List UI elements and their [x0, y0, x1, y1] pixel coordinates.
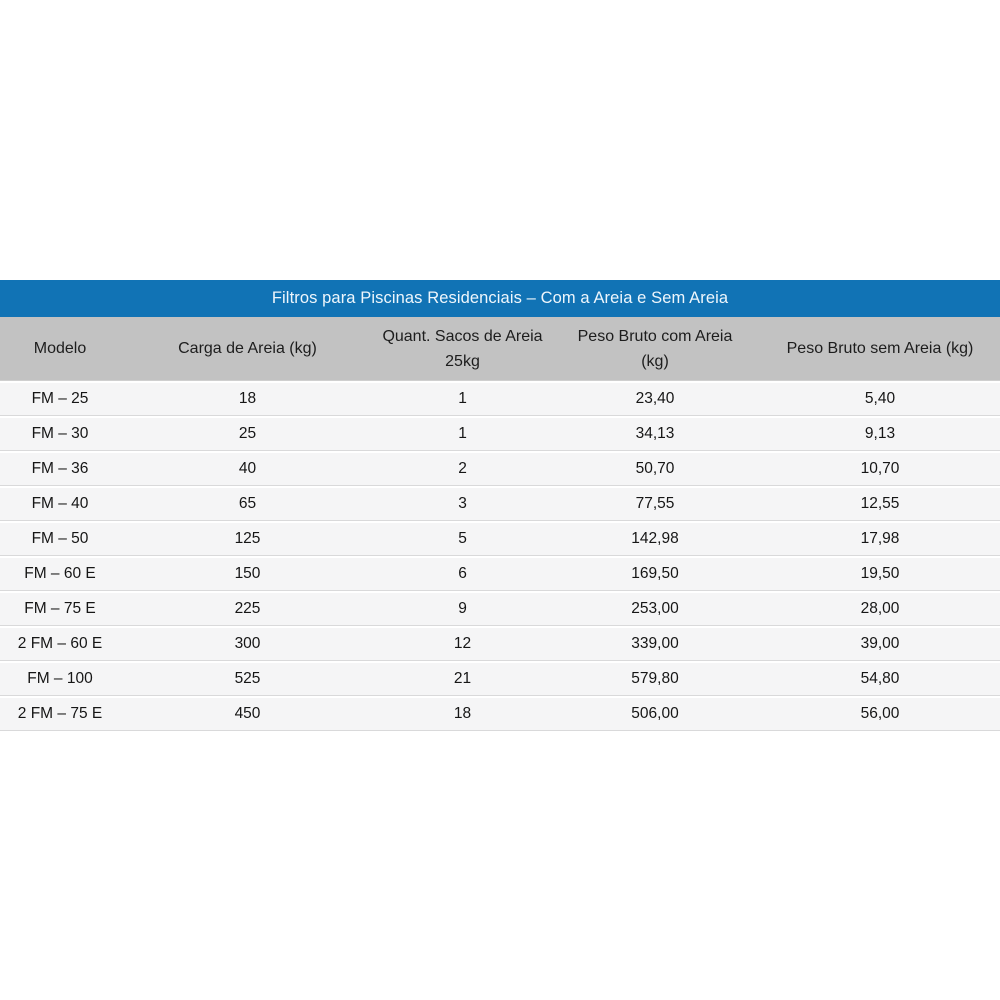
cell-sacos: 1 — [375, 381, 550, 416]
table-title: Filtros para Piscinas Residenciais – Com… — [271, 289, 729, 307]
cell-peso-sem: 17,98 — [760, 521, 1000, 556]
column-header-peso-bruto-sem: Peso Bruto sem Areia (kg) — [760, 317, 1000, 381]
cell-peso-com: 506,00 — [550, 696, 760, 731]
cell-model: 2 FM – 75 E — [0, 696, 120, 731]
cell-peso-sem: 39,00 — [760, 626, 1000, 661]
table-row: FM – 100 525 21 579,80 54,80 — [0, 661, 1000, 696]
column-header-label: Peso Bruto com Areia — [577, 327, 733, 345]
cell-sacos: 6 — [375, 556, 550, 591]
cell-peso-com: 253,00 — [550, 591, 760, 626]
column-header-label: Peso Bruto sem Areia (kg) — [786, 340, 974, 357]
cell-peso-com: 579,80 — [550, 661, 760, 696]
cell-carga: 18 — [120, 381, 375, 416]
cell-peso-sem: 9,13 — [760, 416, 1000, 451]
cell-model: FM – 40 — [0, 486, 120, 521]
cell-model: 2 FM – 60 E — [0, 626, 120, 661]
table-row: FM – 25 18 1 23,40 5,40 — [0, 381, 1000, 416]
column-header-label: Modelo — [33, 340, 87, 357]
table-row: FM – 60 E 150 6 169,50 19,50 — [0, 556, 1000, 591]
column-header-label: Quant. Sacos de Areia — [382, 327, 543, 345]
column-header-label-line2: 25kg — [445, 352, 480, 370]
cell-peso-sem: 5,40 — [760, 381, 1000, 416]
cell-model: FM – 25 — [0, 381, 120, 416]
cell-sacos: 5 — [375, 521, 550, 556]
cell-carga: 40 — [120, 451, 375, 486]
cell-carga: 65 — [120, 486, 375, 521]
table-title-bar: Filtros para Piscinas Residenciais – Com… — [0, 280, 1000, 317]
table-row: 2 FM – 75 E 450 18 506,00 56,00 — [0, 696, 1000, 731]
table-row: FM – 50 125 5 142,98 17,98 — [0, 521, 1000, 556]
cell-sacos: 18 — [375, 696, 550, 731]
column-header-modelo: Modelo — [0, 317, 120, 381]
cell-carga: 150 — [120, 556, 375, 591]
spec-table: Modelo Carga de Areia (kg) Quant. Sacos … — [0, 317, 1000, 731]
column-header-carga-areia: Carga de Areia (kg) — [120, 317, 375, 381]
cell-model: FM – 50 — [0, 521, 120, 556]
cell-peso-com: 142,98 — [550, 521, 760, 556]
table-row: FM – 40 65 3 77,55 12,55 — [0, 486, 1000, 521]
cell-peso-com: 169,50 — [550, 556, 760, 591]
cell-peso-sem: 12,55 — [760, 486, 1000, 521]
cell-carga: 525 — [120, 661, 375, 696]
cell-peso-sem: 56,00 — [760, 696, 1000, 731]
table-row: 2 FM – 60 E 300 12 339,00 39,00 — [0, 626, 1000, 661]
cell-sacos: 21 — [375, 661, 550, 696]
cell-sacos: 12 — [375, 626, 550, 661]
cell-carga: 225 — [120, 591, 375, 626]
cell-sacos: 3 — [375, 486, 550, 521]
column-header-label-line2: (kg) — [641, 352, 669, 370]
cell-peso-com: 34,13 — [550, 416, 760, 451]
table-row: FM – 36 40 2 50,70 10,70 — [0, 451, 1000, 486]
column-header-quant-sacos: Quant. Sacos de Areia 25kg — [375, 317, 550, 381]
cell-peso-com: 77,55 — [550, 486, 760, 521]
cell-peso-sem: 19,50 — [760, 556, 1000, 591]
header-row: Modelo Carga de Areia (kg) Quant. Sacos … — [0, 317, 1000, 381]
cell-peso-com: 339,00 — [550, 626, 760, 661]
cell-carga: 25 — [120, 416, 375, 451]
cell-peso-sem: 10,70 — [760, 451, 1000, 486]
cell-sacos: 2 — [375, 451, 550, 486]
cell-carga: 450 — [120, 696, 375, 731]
column-header-peso-bruto-com: Peso Bruto com Areia (kg) — [550, 317, 760, 381]
table-row: FM – 75 E 225 9 253,00 28,00 — [0, 591, 1000, 626]
cell-carga: 300 — [120, 626, 375, 661]
cell-model: FM – 75 E — [0, 591, 120, 626]
cell-model: FM – 60 E — [0, 556, 120, 591]
cell-model: FM – 30 — [0, 416, 120, 451]
cell-peso-sem: 54,80 — [760, 661, 1000, 696]
cell-peso-sem: 28,00 — [760, 591, 1000, 626]
cell-peso-com: 23,40 — [550, 381, 760, 416]
cell-model: FM – 100 — [0, 661, 120, 696]
cell-model: FM – 36 — [0, 451, 120, 486]
cell-sacos: 9 — [375, 591, 550, 626]
filter-spec-table: Filtros para Piscinas Residenciais – Com… — [0, 280, 1000, 731]
table-row: FM – 30 25 1 34,13 9,13 — [0, 416, 1000, 451]
cell-sacos: 1 — [375, 416, 550, 451]
cell-carga: 125 — [120, 521, 375, 556]
cell-peso-com: 50,70 — [550, 451, 760, 486]
column-header-label: Carga de Areia (kg) — [178, 340, 317, 357]
